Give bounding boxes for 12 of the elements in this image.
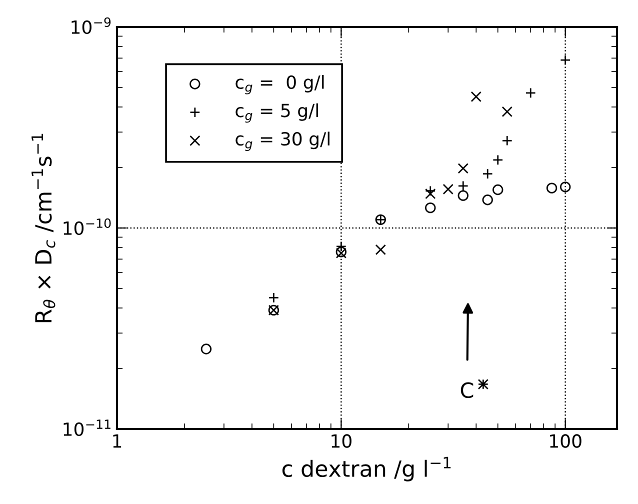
y-tick-label: 10$^{−9}$ (72, 17, 111, 34)
x-tick-label: 10 (332, 434, 352, 448)
annotation: C (460, 382, 474, 398)
x-tick-label: 1 (113, 434, 122, 448)
x-axis-title: c dextran /g l$^{−1}$ (282, 456, 451, 482)
x-tick-label: 100 (550, 434, 582, 448)
y-axis-title: R$_{θ}$ × D$_{c}$ /cm$^{−1}$s$^{−1}$ (32, 134, 56, 322)
legend-label: c$_{g}$ = 5 g/l (236, 103, 318, 123)
y-tick-label: 10$^{−10}$ (64, 218, 111, 235)
legend-label: c$_{g}$ = 0 g/l (236, 75, 324, 94)
y-tick-label: 10$^{−11}$ (64, 420, 110, 436)
legend-label: c$_{g}$ = 30 g/l (236, 132, 330, 152)
